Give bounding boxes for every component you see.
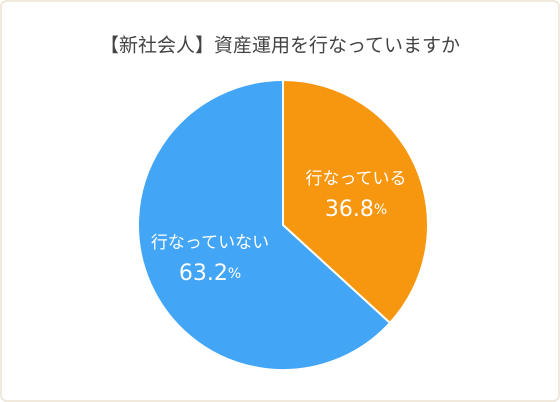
value-label: 36.8% xyxy=(325,197,387,222)
pie-slice xyxy=(282,78,429,325)
chart-title: 【新社会人】資産運用を行なっていますか xyxy=(100,35,460,57)
slice-label: 行なっている xyxy=(305,169,406,189)
value-label: 63.2% xyxy=(179,261,241,286)
slice-label: 行なっていない xyxy=(151,233,269,253)
pie-slice xyxy=(137,78,392,371)
